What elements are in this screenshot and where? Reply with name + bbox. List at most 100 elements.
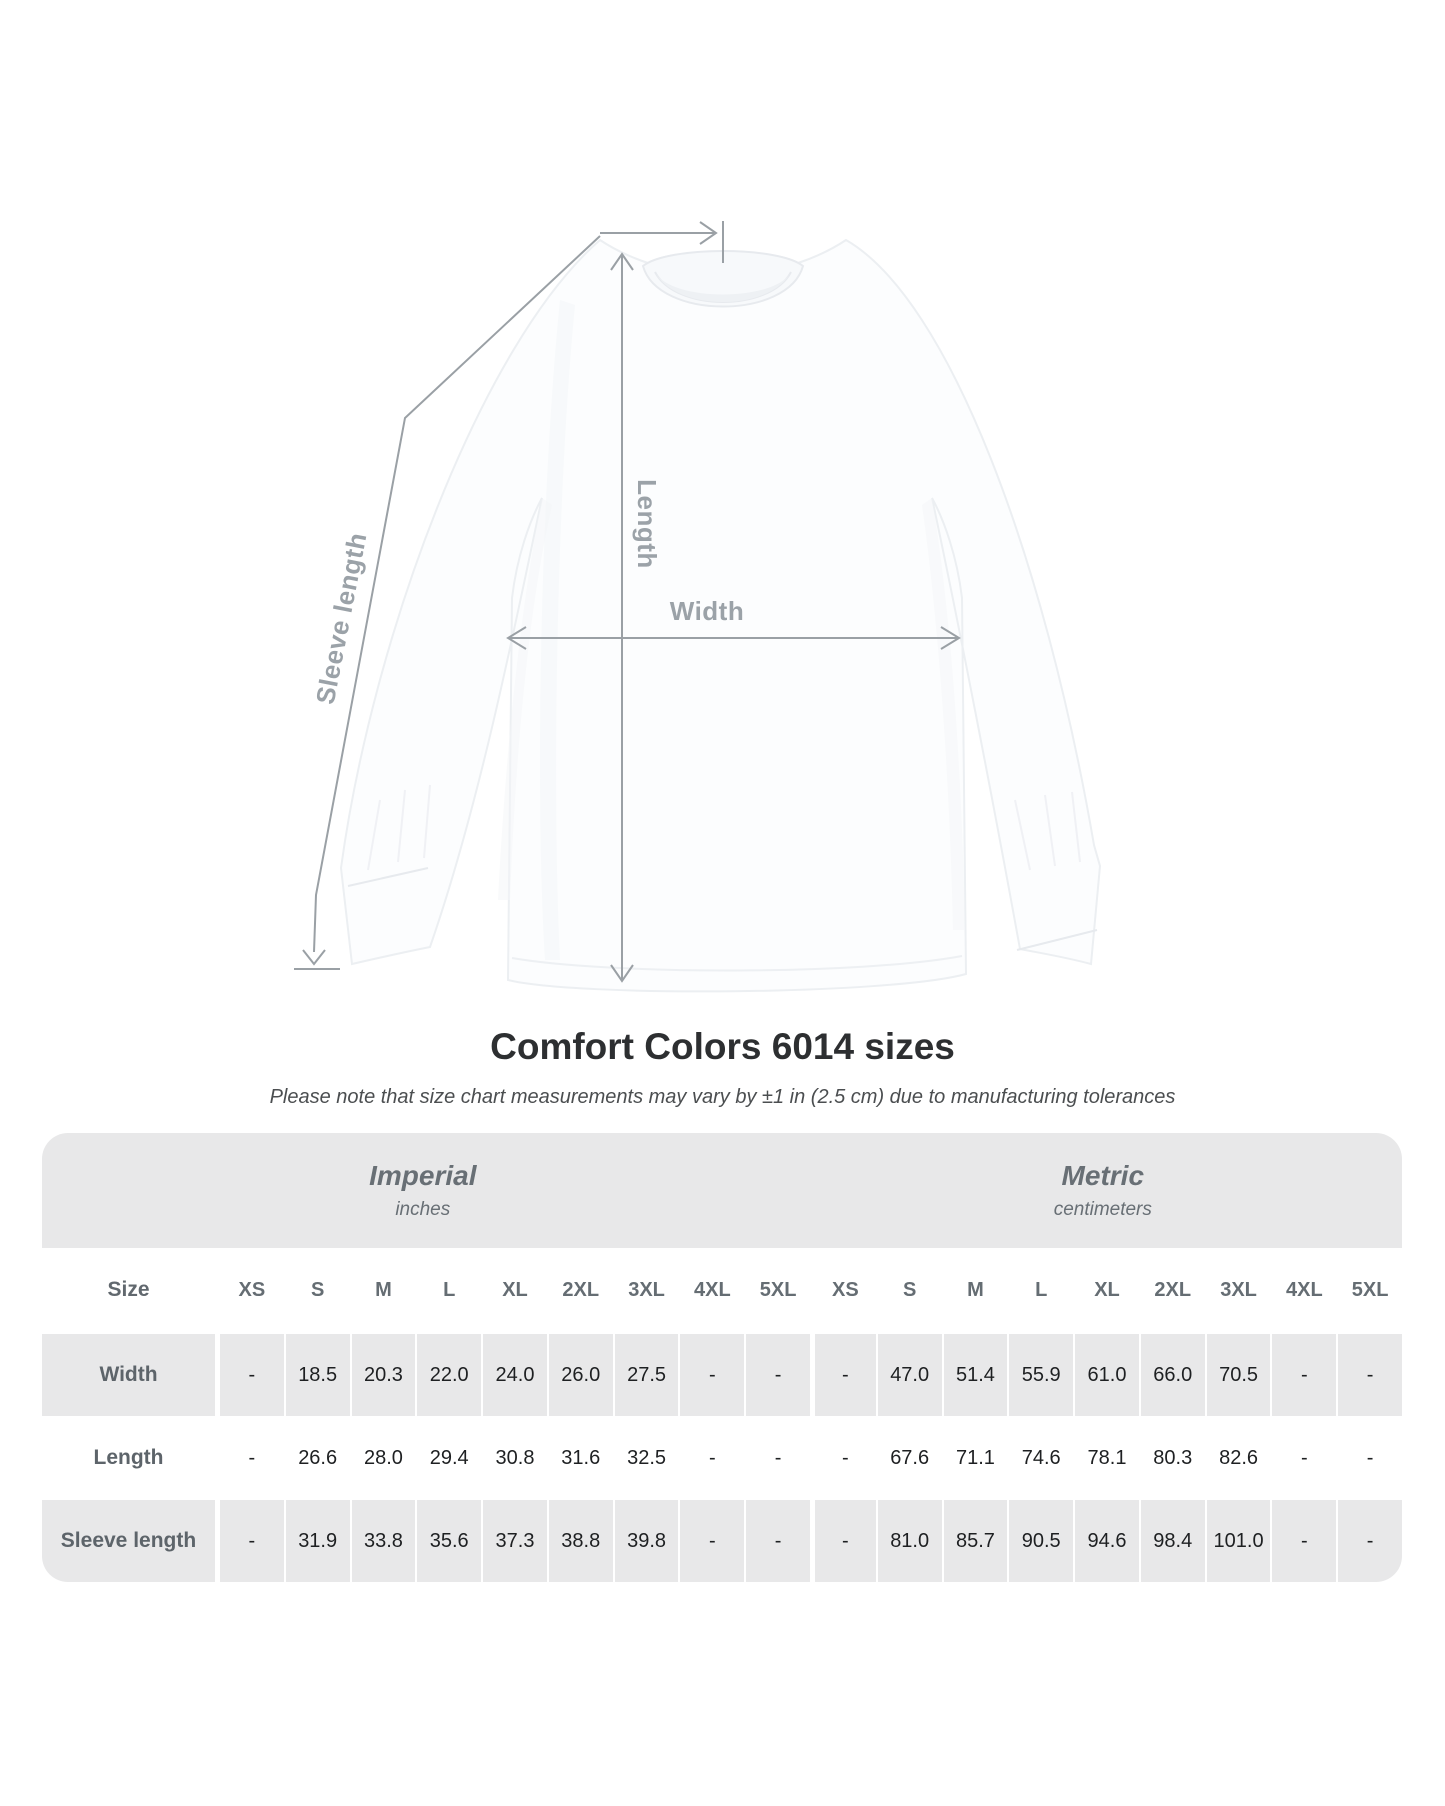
width-met-2xl: 66.0	[1140, 1334, 1205, 1416]
imperial-group-header: Imperial inches	[42, 1133, 804, 1248]
sleeve-met-l: 90.5	[1009, 1500, 1074, 1582]
length-met-5xl: -	[1338, 1418, 1402, 1498]
length-met-l: 74.6	[1009, 1418, 1074, 1498]
length-measure	[610, 252, 634, 983]
col-header-imp-l: L	[417, 1248, 482, 1332]
col-header-met-5xl: 5XL	[1338, 1248, 1402, 1332]
length-imp-s: 26.6	[285, 1418, 350, 1498]
width-imp-xl: 24.0	[483, 1334, 547, 1416]
col-header-imp-3xl: 3XL	[614, 1248, 679, 1332]
sleeve-met-m: 85.7	[943, 1500, 1008, 1582]
length-imp-xs: -	[220, 1418, 284, 1498]
length-met-3xl: 82.6	[1206, 1418, 1271, 1498]
length-imp-l: 29.4	[417, 1418, 482, 1498]
sleeve-imp-4xl: -	[680, 1500, 745, 1582]
sleeve-imp-l: 35.6	[417, 1500, 482, 1582]
tolerance-note: Please note that size chart measurements…	[269, 1086, 1176, 1108]
width-met-4xl: -	[1272, 1334, 1337, 1416]
imperial-label: Imperial	[369, 1160, 477, 1191]
left-cuff-line	[347, 867, 429, 887]
length-met-4xl: -	[1272, 1418, 1337, 1498]
width-imp-m: 20.3	[351, 1334, 416, 1416]
col-header-met-s: S	[877, 1248, 942, 1332]
page-title: Comfort Colors 6014 sizes	[490, 1026, 955, 1067]
width-met-3xl: 70.5	[1206, 1334, 1271, 1416]
shirt-armhole-shading-right	[922, 498, 965, 930]
col-header-imp-4xl: 4XL	[680, 1248, 745, 1332]
right-cuff-line	[1016, 929, 1098, 951]
width-imp-s: 18.5	[285, 1334, 350, 1416]
length-met-s: 67.6	[877, 1418, 942, 1498]
col-header-met-xs: XS	[812, 1248, 876, 1332]
width-met-s: 47.0	[877, 1334, 942, 1416]
col-header-met-m: M	[943, 1248, 1008, 1332]
sleeve-met-4xl: -	[1272, 1500, 1337, 1582]
width-imp-l: 22.0	[417, 1334, 482, 1416]
col-header-imp-2xl: 2XL	[548, 1248, 613, 1332]
sleeve-met-2xl: 98.4	[1140, 1500, 1205, 1582]
sleeve-imp-2xl: 38.8	[548, 1500, 613, 1582]
sleeve-length-label: Sleeve length	[310, 530, 373, 707]
header-size-cell: Size	[42, 1248, 218, 1332]
width-met-m: 51.4	[943, 1334, 1008, 1416]
row-label-length: Length	[42, 1418, 218, 1498]
width-imp-xs: -	[220, 1334, 284, 1416]
row-label-sleeve-length: Sleeve length	[42, 1500, 218, 1582]
row-label-width: Width	[42, 1334, 218, 1416]
length-imp-m: 28.0	[351, 1418, 416, 1498]
size-table: Imperial inches Metric centimeters Size …	[42, 1133, 1402, 1582]
col-header-imp-xs: XS	[220, 1248, 284, 1332]
width-met-l: 55.9	[1009, 1334, 1074, 1416]
width-measure	[506, 626, 961, 650]
col-header-imp-m: M	[351, 1248, 416, 1332]
metric-label: Metric	[1061, 1160, 1145, 1191]
shirt-diagram: Length Width Sleeve length	[294, 221, 1102, 993]
col-header-met-2xl: 2XL	[1140, 1248, 1205, 1332]
sleeve-imp-s: 31.9	[285, 1500, 350, 1582]
sleeve-length-measure	[294, 235, 601, 970]
col-header-imp-xl: XL	[483, 1248, 547, 1332]
left-cuff-gathers	[367, 784, 431, 871]
length-met-xl: 78.1	[1075, 1418, 1139, 1498]
col-header-met-3xl: 3XL	[1206, 1248, 1271, 1332]
shirt-silhouette	[339, 238, 1102, 993]
sleeve-imp-xs: -	[220, 1500, 284, 1582]
length-imp-2xl: 31.6	[548, 1418, 613, 1498]
sleeve-imp-m: 33.8	[351, 1500, 416, 1582]
shirt-fold-shading	[540, 300, 575, 960]
width-imp-4xl: -	[680, 1334, 745, 1416]
length-met-xs: -	[812, 1418, 876, 1498]
width-met-xs: -	[812, 1334, 876, 1416]
length-met-m: 71.1	[943, 1418, 1008, 1498]
size-grid: Size XS S M L XL 2XL 3XL 4XL 5XL XS S M …	[42, 1248, 1402, 1582]
length-imp-xl: 30.8	[483, 1418, 547, 1498]
sleeve-met-5xl: -	[1338, 1500, 1402, 1582]
col-header-imp-s: S	[285, 1248, 350, 1332]
sleeve-met-xl: 94.6	[1075, 1500, 1139, 1582]
length-imp-5xl: -	[746, 1418, 810, 1498]
length-imp-4xl: -	[680, 1418, 745, 1498]
sleeve-imp-3xl: 39.8	[614, 1500, 679, 1582]
length-label: Length	[632, 479, 662, 569]
width-met-xl: 61.0	[1075, 1334, 1139, 1416]
metric-unit: centimeters	[1053, 1199, 1152, 1220]
sleeve-met-3xl: 101.0	[1206, 1500, 1271, 1582]
shirt-illustration	[339, 238, 1102, 993]
width-label: Width	[670, 596, 744, 626]
width-imp-5xl: -	[746, 1334, 810, 1416]
col-header-met-xl: XL	[1075, 1248, 1139, 1332]
sleeve-imp-5xl: -	[746, 1500, 810, 1582]
sleeve-imp-xl: 37.3	[483, 1500, 547, 1582]
imperial-unit: inches	[395, 1199, 451, 1220]
unit-band: Imperial inches Metric centimeters	[42, 1133, 1402, 1248]
length-imp-3xl: 32.5	[614, 1418, 679, 1498]
col-header-imp-5xl: 5XL	[746, 1248, 810, 1332]
shirt-armhole-shading-left	[498, 498, 552, 900]
right-cuff-gathers	[1014, 791, 1081, 871]
sleeve-met-s: 81.0	[877, 1500, 942, 1582]
metric-group-header: Metric centimeters	[804, 1133, 1402, 1248]
shoulder-top-measure	[600, 221, 724, 263]
col-header-met-l: L	[1009, 1248, 1074, 1332]
width-met-5xl: -	[1338, 1334, 1402, 1416]
